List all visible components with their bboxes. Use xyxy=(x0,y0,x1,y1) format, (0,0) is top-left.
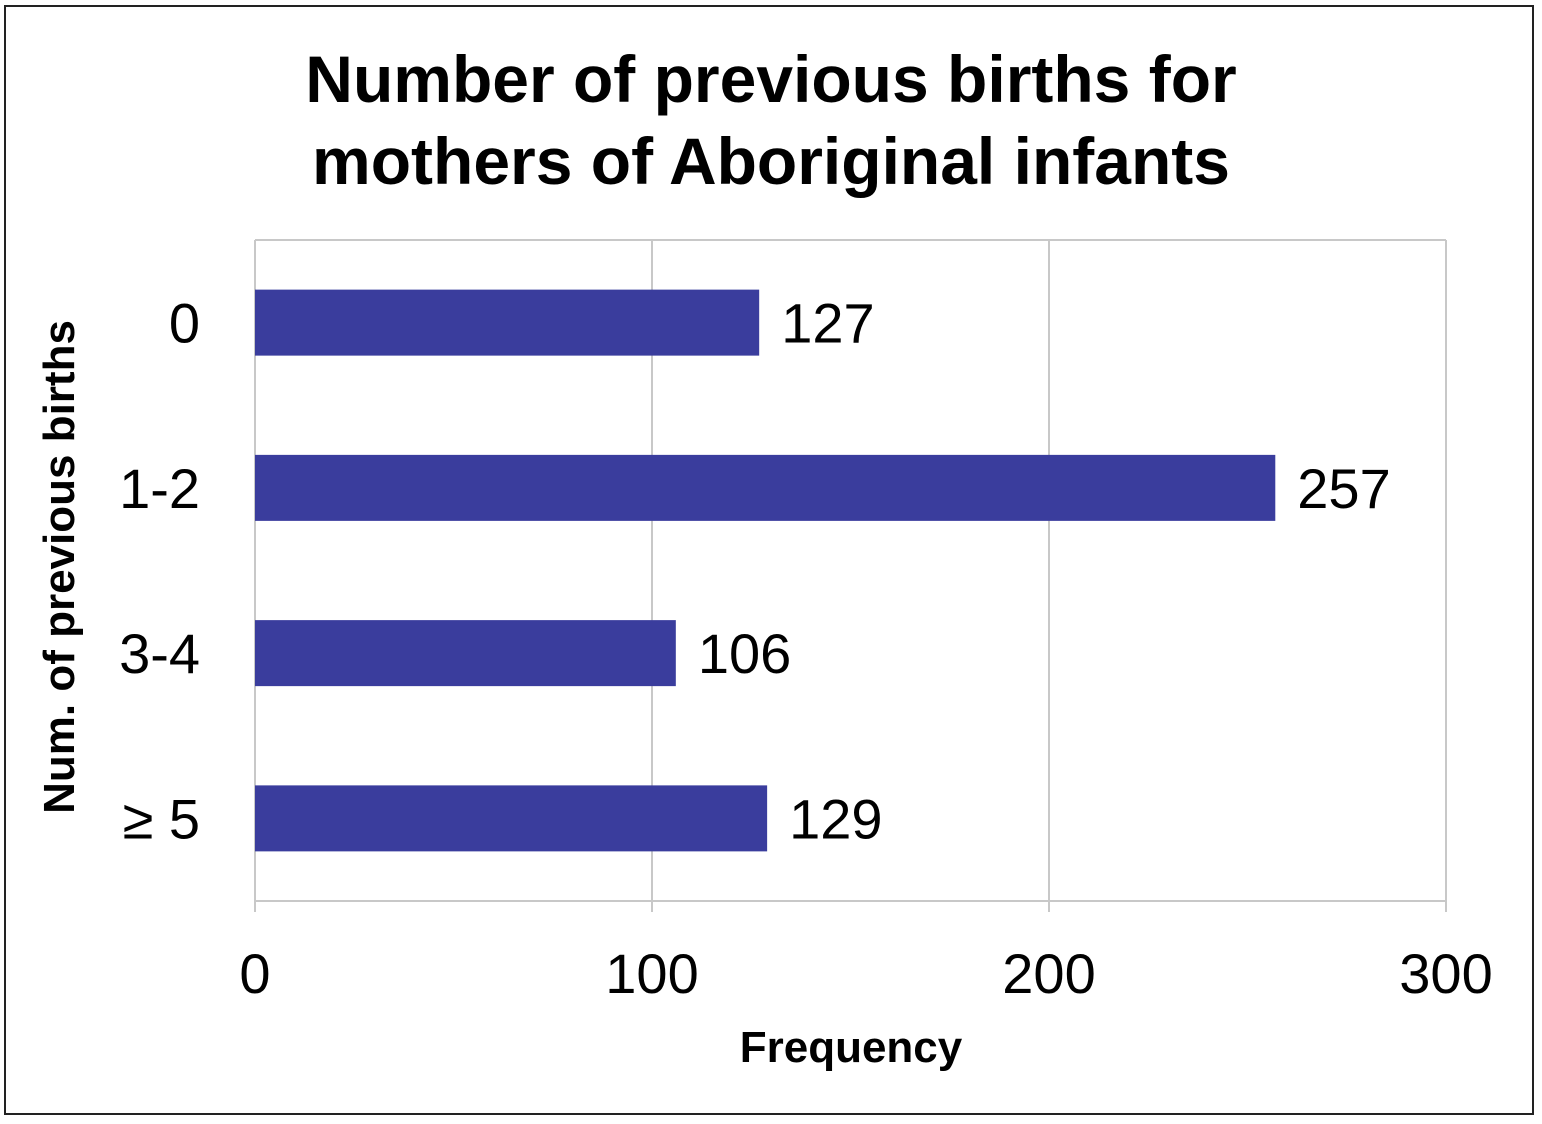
data-labels: 127 257 106 129 xyxy=(698,292,1391,851)
data-label-1: 257 xyxy=(1297,457,1390,520)
bar-1 xyxy=(255,454,1276,521)
data-label-0: 127 xyxy=(781,292,874,355)
bars xyxy=(255,289,1276,852)
chart-title-line-2: mothers of Aboriginal infants xyxy=(312,124,1230,198)
y-axis-title: Num. of previous births xyxy=(35,320,84,814)
x-tick-label-3: 300 xyxy=(1399,942,1492,1005)
chart-title: Number of previous births for mothers of… xyxy=(0,38,1542,202)
data-label-2: 106 xyxy=(698,622,791,685)
x-tick-labels: 0 100 200 300 xyxy=(239,942,1492,1005)
chart-frame xyxy=(4,5,1534,1115)
y-tick-labels: 0 1-2 3-4 ≥ 5 xyxy=(119,292,200,851)
x-tick-label-0: 0 xyxy=(239,942,270,1005)
data-label-3: 129 xyxy=(789,787,882,850)
y-tick-label-1: 1-2 xyxy=(119,457,200,520)
bar-3 xyxy=(255,785,768,852)
bar-2 xyxy=(255,620,676,687)
x-tick-label-2: 200 xyxy=(1002,942,1095,1005)
y-tick-label-0: 0 xyxy=(169,292,200,355)
x-axis-title: Frequency xyxy=(740,1023,963,1072)
bar-0 xyxy=(255,289,760,356)
y-tick-label-2: 3-4 xyxy=(119,622,200,685)
chart-title-line-1: Number of previous births for xyxy=(305,42,1237,116)
x-tick-label-1: 100 xyxy=(605,942,698,1005)
y-tick-label-3: ≥ 5 xyxy=(123,787,200,850)
